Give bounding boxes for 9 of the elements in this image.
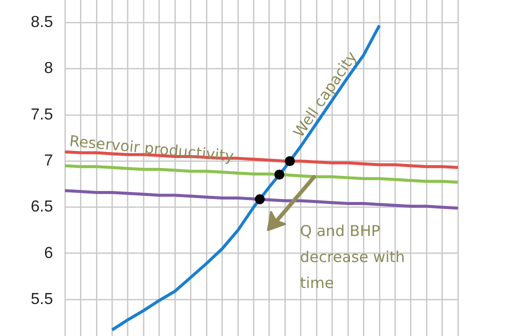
- text: Reservoir productivity: [68, 132, 235, 166]
- y-tick-label: 6: [44, 244, 54, 262]
- y-tick-label: 5.5: [30, 290, 54, 308]
- y-tick-label: 8.5: [30, 14, 54, 32]
- y-tick-label: 6.5: [30, 198, 54, 216]
- y-tick-label: 7: [44, 152, 54, 170]
- y-tick-label: 7.5: [30, 106, 54, 124]
- annotation: Q and BHP decrease with time: [300, 221, 406, 294]
- y-tick-label: 8: [44, 60, 54, 78]
